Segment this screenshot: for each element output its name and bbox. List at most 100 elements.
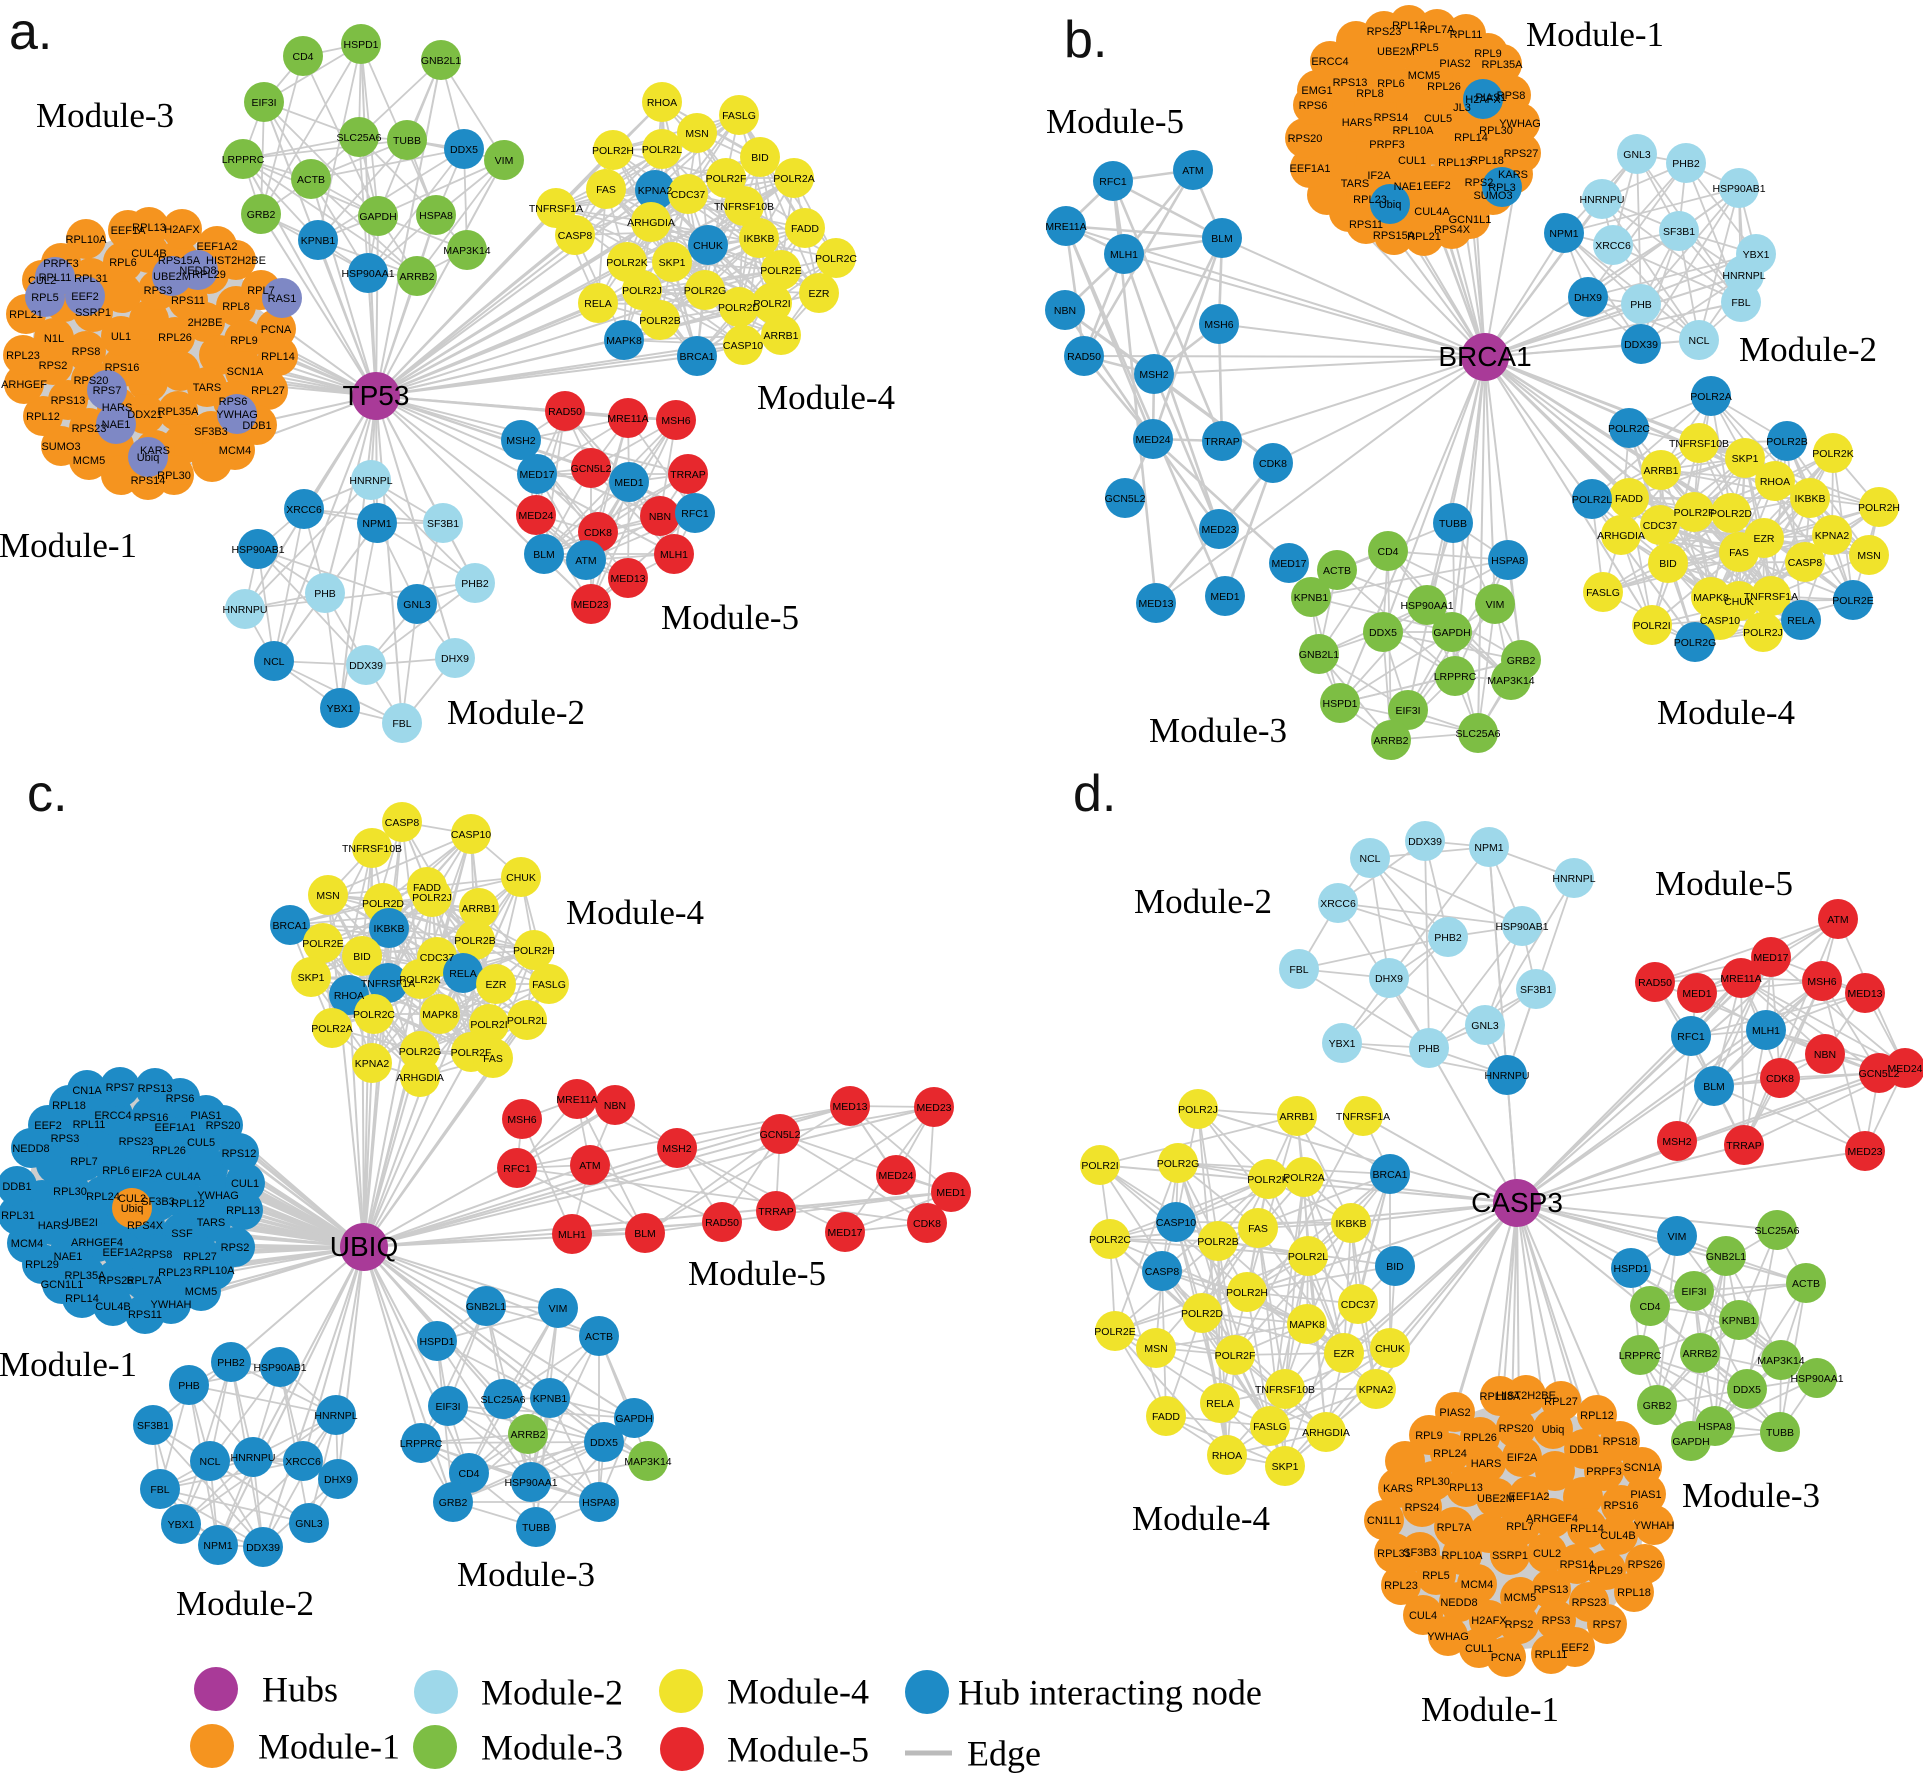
- svg-text:HSP90AB1: HSP90AB1: [231, 544, 284, 556]
- svg-text:RPS7: RPS7: [93, 385, 122, 397]
- svg-text:FADD: FADD: [1615, 493, 1643, 505]
- svg-text:RPS2: RPS2: [221, 1242, 250, 1254]
- svg-text:PIAS2: PIAS2: [1439, 1407, 1470, 1419]
- svg-text:Ubiq: Ubiq: [137, 452, 160, 464]
- svg-text:EIF3I: EIF3I: [1395, 705, 1420, 717]
- svg-text:MED24: MED24: [1887, 1063, 1922, 1075]
- svg-text:MSN: MSN: [1144, 1343, 1167, 1355]
- svg-text:MED17: MED17: [827, 1227, 862, 1239]
- svg-text:CD4: CD4: [458, 1468, 479, 1480]
- svg-text:SSRP1: SSRP1: [1492, 1550, 1528, 1562]
- svg-text:DHX9: DHX9: [324, 1474, 352, 1486]
- svg-text:RPL14: RPL14: [1570, 1523, 1604, 1535]
- svg-text:RPS4X: RPS4X: [127, 1220, 164, 1232]
- svg-text:SF3B3: SF3B3: [194, 426, 228, 438]
- svg-text:NAE1: NAE1: [102, 419, 131, 431]
- svg-text:RPL14: RPL14: [261, 351, 295, 363]
- svg-text:YBX1: YBX1: [1743, 249, 1770, 261]
- svg-text:CUL5: CUL5: [187, 1137, 215, 1149]
- svg-text:NCL: NCL: [1359, 853, 1380, 865]
- svg-text:BLM: BLM: [533, 549, 555, 561]
- svg-text:FBL: FBL: [1289, 964, 1308, 976]
- svg-text:RPS27: RPS27: [1504, 148, 1539, 160]
- svg-text:FBL: FBL: [392, 718, 411, 730]
- svg-text:UBE2M: UBE2M: [153, 271, 191, 283]
- svg-text:MSH2: MSH2: [1662, 1136, 1691, 1148]
- svg-text:POLR2H: POLR2H: [592, 145, 634, 157]
- svg-text:RPS23: RPS23: [1367, 26, 1402, 38]
- svg-text:RPS20: RPS20: [1288, 133, 1323, 145]
- svg-text:POLR2E: POLR2E: [760, 265, 801, 277]
- svg-text:VIM: VIM: [549, 1303, 568, 1315]
- svg-text:RPS7: RPS7: [106, 1082, 135, 1094]
- svg-text:DDX5: DDX5: [450, 144, 478, 156]
- svg-text:RPL29: RPL29: [192, 269, 226, 281]
- svg-text:FADD: FADD: [1152, 1411, 1180, 1423]
- svg-text:MSN: MSN: [685, 128, 708, 140]
- svg-text:DDX39: DDX39: [1624, 339, 1658, 351]
- svg-text:ARHGDIA: ARHGDIA: [627, 217, 675, 229]
- svg-text:CASP10: CASP10: [1156, 1217, 1196, 1229]
- svg-text:RPS26: RPS26: [99, 1275, 134, 1287]
- svg-text:RPL30: RPL30: [157, 470, 191, 482]
- svg-text:CUL5: CUL5: [1424, 113, 1452, 125]
- svg-text:RPS26: RPS26: [1628, 1559, 1663, 1571]
- svg-text:Module-5: Module-5: [688, 1254, 826, 1293]
- svg-text:RFC1: RFC1: [503, 1163, 531, 1175]
- svg-text:CD4: CD4: [1639, 1301, 1660, 1313]
- svg-text:MRE11A: MRE11A: [556, 1094, 597, 1106]
- svg-text:DDX39: DDX39: [1408, 836, 1442, 848]
- svg-text:GRB2: GRB2: [439, 1497, 468, 1509]
- svg-text:RPL6: RPL6: [1377, 78, 1405, 90]
- svg-text:Module-4: Module-4: [1132, 1499, 1270, 1538]
- svg-text:ARRB2: ARRB2: [1682, 1348, 1717, 1360]
- svg-text:NPM1: NPM1: [1549, 228, 1578, 240]
- svg-text:RPS11: RPS11: [1349, 219, 1383, 231]
- svg-text:ARHGDIA: ARHGDIA: [396, 1072, 444, 1084]
- svg-text:HNRNPL: HNRNPL: [1552, 873, 1595, 885]
- svg-text:SUMO3: SUMO3: [41, 441, 80, 453]
- svg-text:TARS: TARS: [193, 382, 222, 394]
- svg-text:FADD: FADD: [791, 223, 819, 235]
- svg-text:RPL11: RPL11: [1450, 29, 1483, 41]
- svg-text:RPS6: RPS6: [1299, 100, 1328, 112]
- svg-text:RPS12: RPS12: [222, 1148, 257, 1160]
- svg-text:NBN: NBN: [1054, 305, 1076, 317]
- svg-text:MED23: MED23: [1201, 524, 1236, 536]
- svg-text:RPS11: RPS11: [128, 1309, 162, 1321]
- svg-text:MAPK8: MAPK8: [1693, 592, 1729, 604]
- svg-text:POLR2K: POLR2K: [606, 257, 647, 269]
- svg-text:RPL3: RPL3: [1488, 182, 1516, 194]
- svg-text:CDK8: CDK8: [1766, 1073, 1794, 1085]
- svg-text:ARRB2: ARRB2: [399, 271, 434, 283]
- svg-text:RPL8: RPL8: [1356, 88, 1384, 100]
- svg-text:GAPDH: GAPDH: [615, 1413, 652, 1425]
- svg-text:RELA: RELA: [584, 298, 611, 310]
- svg-text:POLR2I: POLR2I: [1081, 1160, 1118, 1172]
- svg-text:Module-5: Module-5: [1046, 102, 1184, 141]
- svg-text:GNL3: GNL3: [1623, 149, 1651, 161]
- svg-text:CD4: CD4: [1377, 546, 1398, 558]
- svg-text:POLR2H: POLR2H: [513, 945, 555, 957]
- svg-text:SLC25A6: SLC25A6: [337, 132, 382, 144]
- svg-text:FAS: FAS: [483, 1053, 503, 1065]
- svg-text:MLH1: MLH1: [1752, 1025, 1780, 1037]
- svg-text:HSP90AA1: HSP90AA1: [504, 1477, 557, 1489]
- svg-text:CDC37: CDC37: [671, 189, 706, 201]
- svg-text:KPNA2: KPNA2: [638, 185, 673, 197]
- svg-text:Module-4: Module-4: [1657, 693, 1795, 732]
- svg-text:MSH2: MSH2: [1139, 369, 1168, 381]
- svg-text:MED1: MED1: [614, 477, 643, 489]
- svg-text:ACTB: ACTB: [297, 174, 325, 186]
- svg-text:SLC25A6: SLC25A6: [481, 1394, 526, 1406]
- svg-text:FAS: FAS: [596, 184, 616, 196]
- svg-text:RPS8: RPS8: [144, 1249, 173, 1261]
- svg-text:RPL9: RPL9: [230, 335, 258, 347]
- svg-text:HARS: HARS: [1471, 1458, 1502, 1470]
- svg-text:Module-3: Module-3: [1149, 711, 1287, 750]
- svg-text:TNFRSF10B: TNFRSF10B: [1255, 1384, 1315, 1396]
- svg-text:NBN: NBN: [1814, 1049, 1836, 1061]
- svg-text:RPS13: RPS13: [1534, 1584, 1569, 1596]
- svg-text:HSPD1: HSPD1: [1613, 1263, 1648, 1275]
- svg-text:UL1: UL1: [111, 331, 131, 343]
